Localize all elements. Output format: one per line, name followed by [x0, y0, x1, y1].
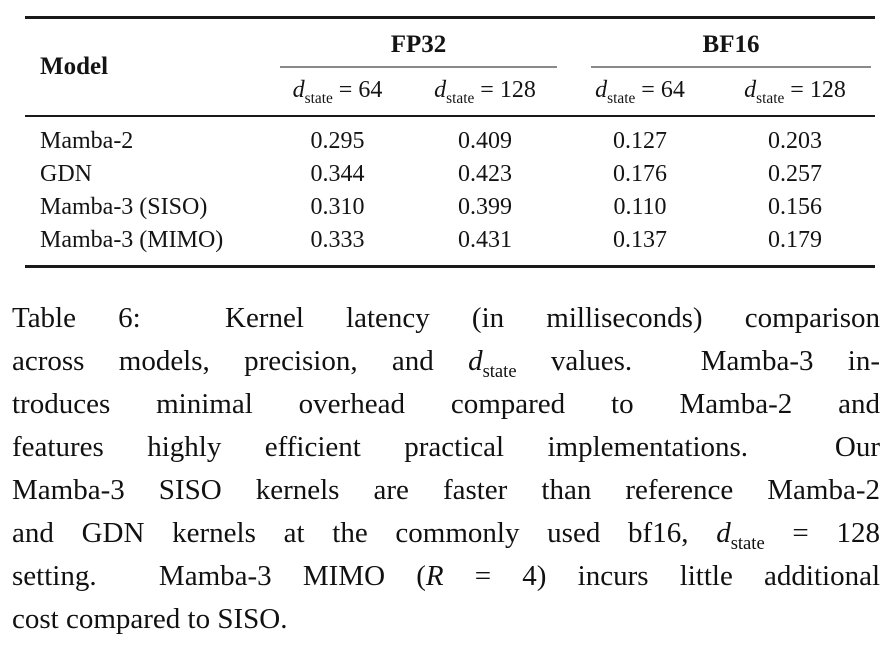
subcolumn-header-bf16-d64: dstate = 64: [565, 68, 715, 117]
math-var: d: [434, 77, 447, 103]
caption-line: Mamba-3 SISO kernels are faster than ref…: [12, 474, 880, 506]
caption-line: Table 6: Kernel latency (in milliseconds…: [12, 302, 880, 334]
table-row: Mamba-2 0.295 0.409 0.127 0.203: [25, 116, 875, 158]
caption-line: cost compared to SISO.: [12, 603, 288, 635]
subcolumn-value: = 64: [332, 77, 383, 103]
caption-line: features highly efficient practical impl…: [12, 431, 880, 463]
value-cell: 0.257: [768, 161, 822, 187]
value-cell: 0.333: [310, 227, 365, 253]
group-header-row: Model FP32 BF16: [25, 17, 875, 117]
caption-line: and GDN kernels at the commonly used bf1…: [12, 517, 880, 554]
math-subscript: state: [730, 532, 765, 554]
value-cell: 0.137: [613, 227, 667, 253]
math-var: d: [468, 345, 483, 377]
math-subscript: state: [482, 360, 517, 382]
caption-line: across models, precision, and dstate val…: [12, 345, 880, 382]
math-var: d: [716, 517, 731, 549]
table-row: Mamba-3 (SISO) 0.310 0.399 0.110 0.156: [25, 191, 875, 224]
value-cell: 0.179: [768, 227, 822, 253]
model-cell: Mamba-2: [40, 128, 134, 154]
subcolumn-header-bf16-d128: dstate = 128: [715, 68, 875, 117]
value-cell: 0.295: [310, 128, 365, 154]
math-subscript: state: [607, 89, 636, 107]
math-subscript: state: [756, 89, 785, 107]
table-body: Mamba-2 0.295 0.409 0.127 0.203 GDN 0.34…: [25, 116, 875, 267]
value-cell: 0.176: [613, 161, 667, 187]
caption-line: troduces minimal overhead compared to Ma…: [12, 388, 880, 420]
value-cell: 0.203: [768, 128, 822, 154]
table-container: Model FP32 BF16 dstate = 64 dstate = 128…: [25, 16, 875, 268]
value-cell: 0.310: [310, 194, 365, 220]
value-cell: 0.110: [613, 194, 667, 220]
model-cell: Mamba-3 (MIMO): [40, 227, 224, 253]
math-var: R: [425, 560, 444, 592]
math-subscript: state: [446, 89, 475, 107]
caption-line: setting. Mamba-3 MIMO (R = 4) incurs lit…: [12, 560, 881, 592]
latency-table: Model FP32 BF16 dstate = 64 dstate = 128…: [25, 16, 875, 268]
value-cell: 0.409: [458, 128, 512, 154]
model-cell: GDN: [40, 161, 92, 187]
subcolumn-value: = 64: [635, 77, 685, 103]
math-var: d: [292, 77, 305, 103]
subcolumn-value: = 128: [474, 77, 536, 103]
math-var: d: [744, 77, 757, 103]
value-cell: 0.156: [768, 194, 822, 220]
subcolumn-header-fp32-d64: dstate = 64: [270, 68, 405, 117]
group-header-bf16: BF16: [565, 18, 875, 68]
value-cell: 0.344: [310, 161, 365, 187]
value-cell: 0.127: [613, 128, 667, 154]
value-cell: 0.423: [458, 161, 512, 187]
subcolumn-header-fp32-d128: dstate = 128: [405, 68, 565, 117]
table-row: Mamba-3 (MIMO) 0.333 0.431 0.137 0.179: [25, 224, 875, 267]
table-row: GDN 0.344 0.423 0.176 0.257: [25, 158, 875, 191]
subcolumn-header-row: dstate = 64 dstate = 128 dstate = 64 dst…: [25, 68, 875, 117]
group-header-fp32-label: FP32: [280, 31, 557, 68]
model-cell: Mamba-3 (SISO): [40, 194, 208, 220]
table-header: Model FP32 BF16 dstate = 64 dstate = 128…: [25, 17, 875, 117]
math-subscript: state: [304, 89, 333, 107]
column-header-model: Model: [25, 17, 270, 117]
group-header-fp32: FP32: [270, 18, 565, 68]
group-header-bf16-label: BF16: [591, 31, 871, 68]
value-cell: 0.431: [458, 227, 512, 253]
value-cell: 0.399: [458, 194, 512, 220]
subcolumn-value: = 128: [784, 77, 846, 103]
math-var: d: [595, 77, 608, 103]
table-caption: Table 6: Kernel latency (in milliseconds…: [12, 297, 880, 641]
